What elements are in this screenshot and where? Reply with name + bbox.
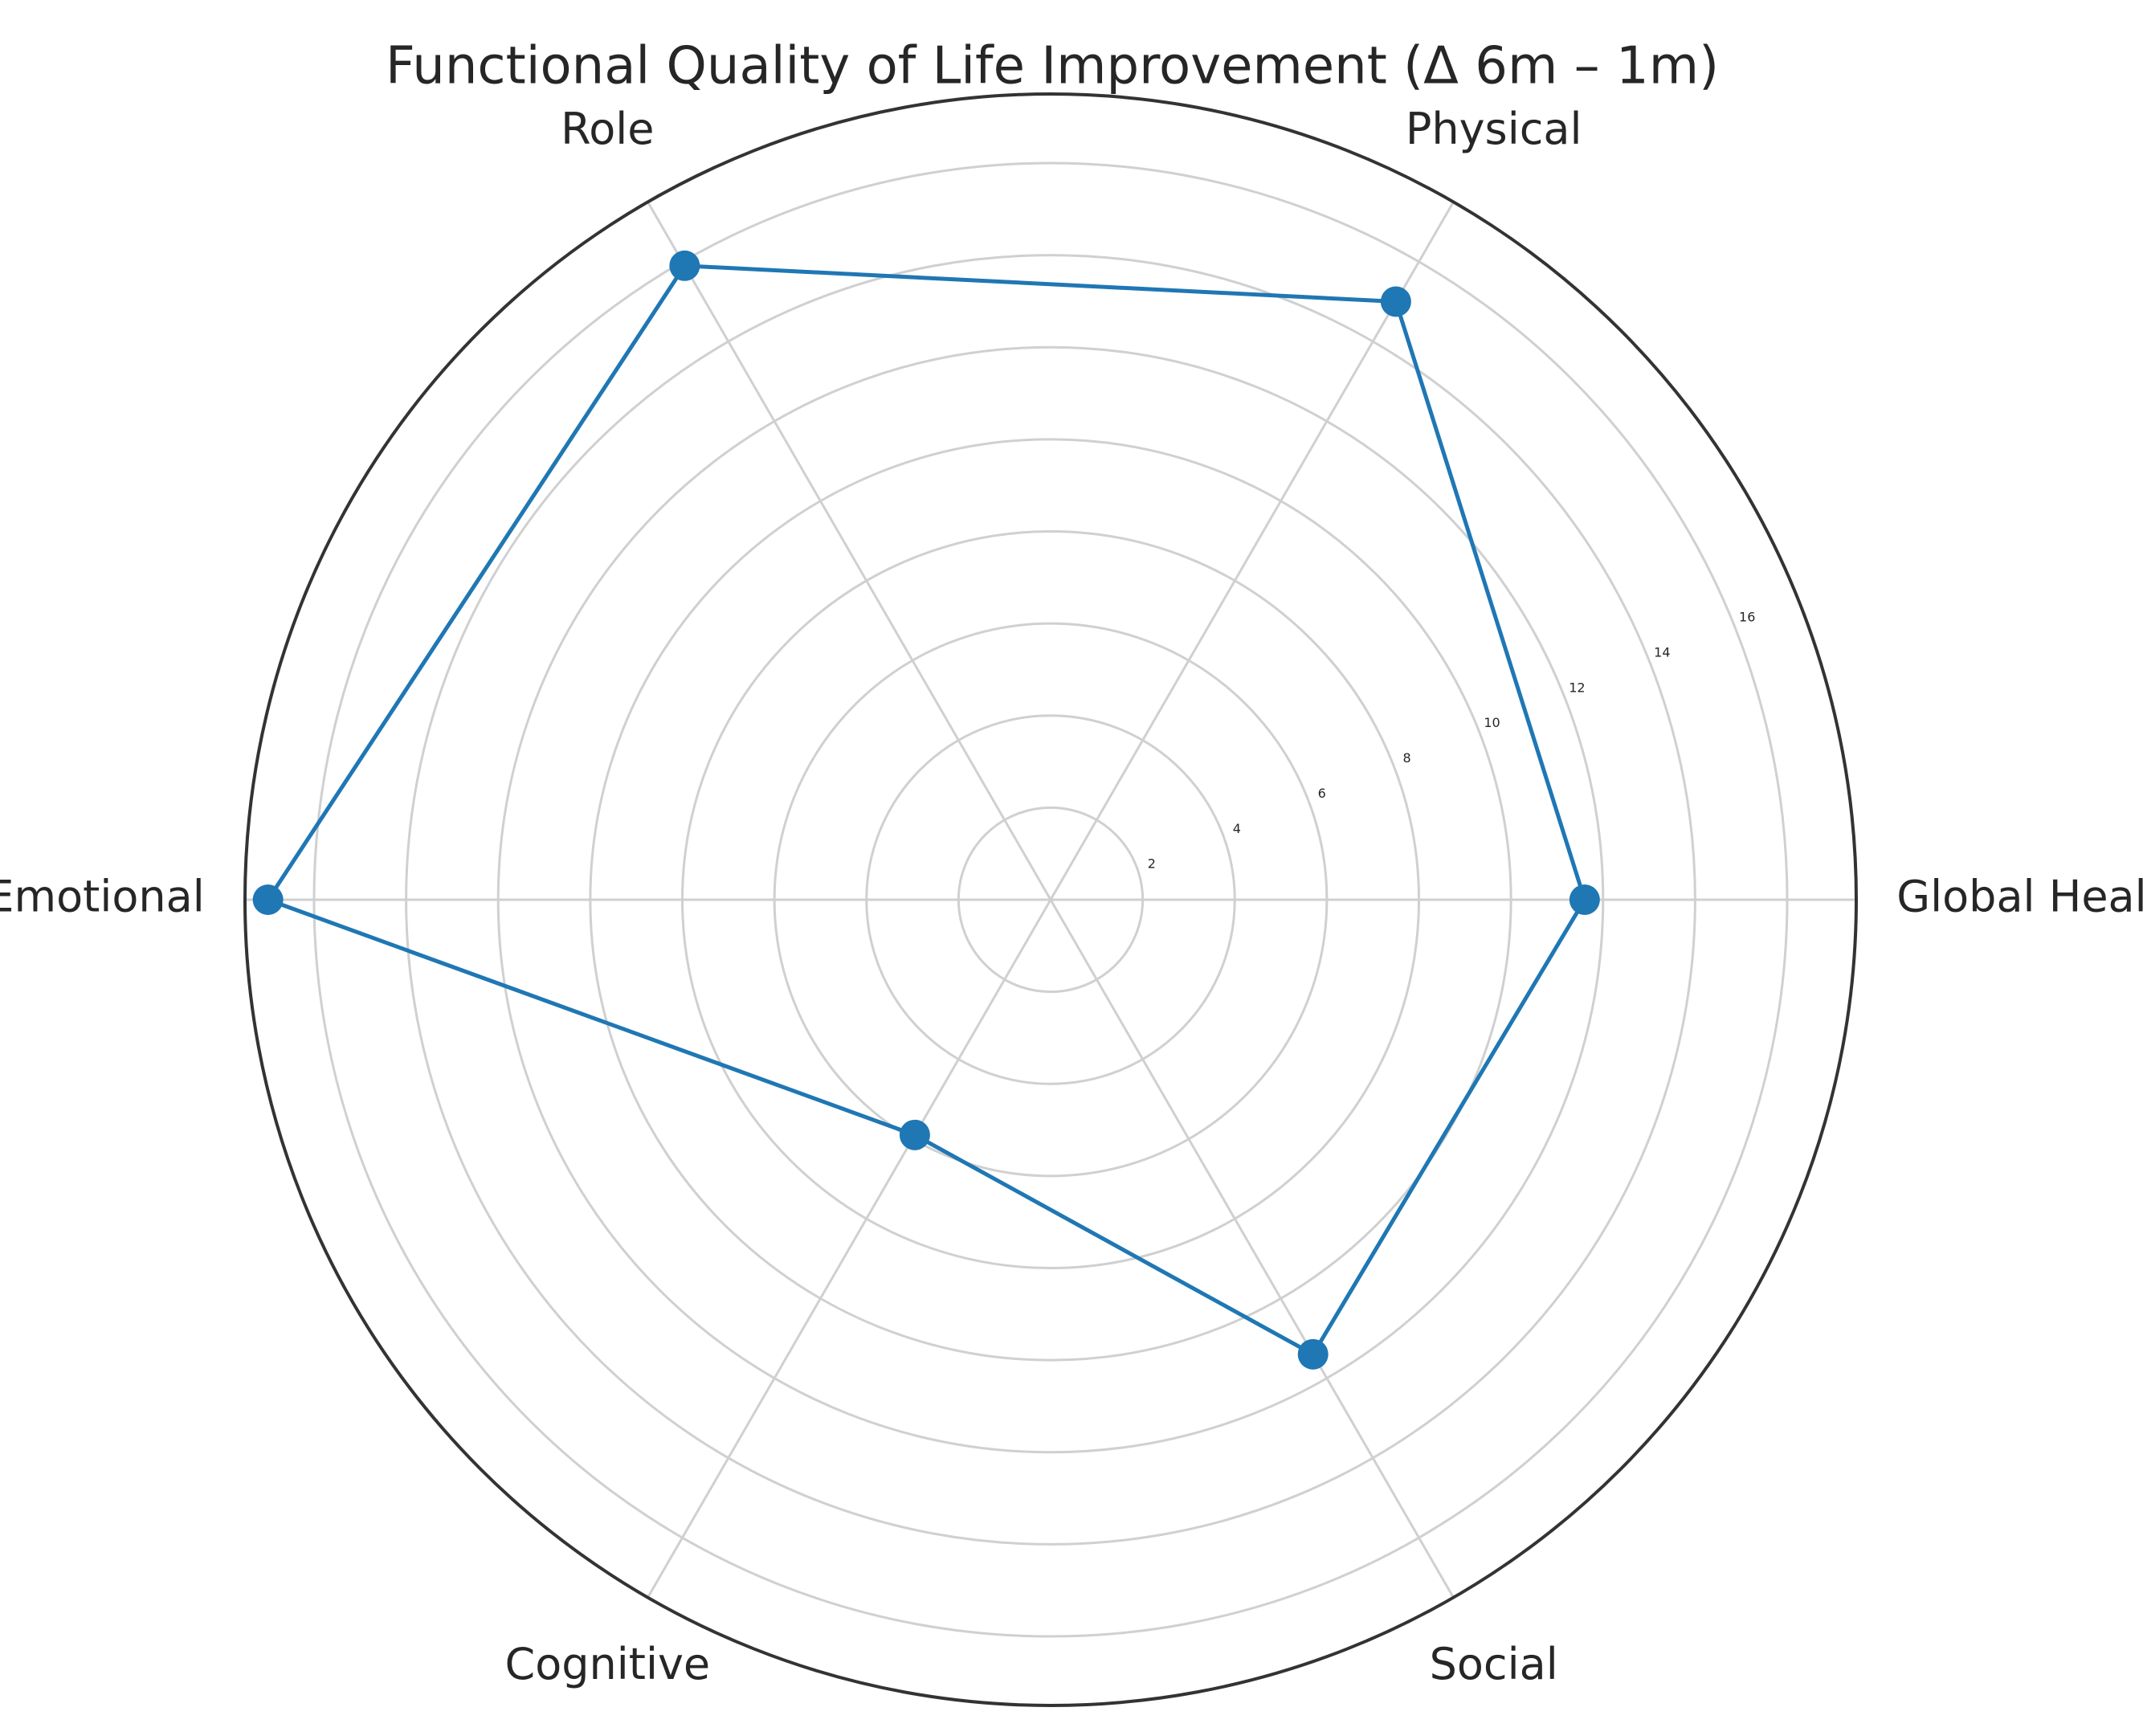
chart-title: Functional Quality of Life Improvement (…	[386, 37, 1719, 96]
category-label: Global Health	[1896, 872, 2143, 922]
spoke	[647, 201, 1052, 901]
category-label: Cognitive	[505, 1639, 711, 1689]
r-tick-label: 14	[1654, 644, 1670, 660]
r-tick-label: 4	[1233, 821, 1241, 836]
data-point	[669, 250, 700, 281]
category-label: Physical	[1406, 104, 1582, 154]
data-point	[1380, 286, 1411, 317]
category-label: Emotional	[0, 872, 205, 922]
category-label: Social	[1430, 1639, 1558, 1689]
r-tick-label: 6	[1318, 786, 1326, 801]
r-tick-label: 12	[1569, 680, 1585, 695]
data-point	[899, 1119, 930, 1150]
r-tick-label: 2	[1148, 856, 1156, 872]
data-line	[266, 263, 1587, 1357]
category-label: Role	[561, 104, 654, 154]
spoke	[1049, 899, 1455, 1599]
spoke	[647, 899, 1052, 1599]
data-point	[1569, 884, 1600, 915]
data-point	[1297, 1338, 1329, 1370]
spoke	[1049, 201, 1455, 901]
r-tick-label: 8	[1403, 750, 1411, 766]
polar-frame	[243, 92, 1858, 1707]
data-point	[252, 884, 284, 915]
r-tick-label: 16	[1739, 610, 1755, 625]
r-tick-label: 10	[1484, 715, 1500, 730]
